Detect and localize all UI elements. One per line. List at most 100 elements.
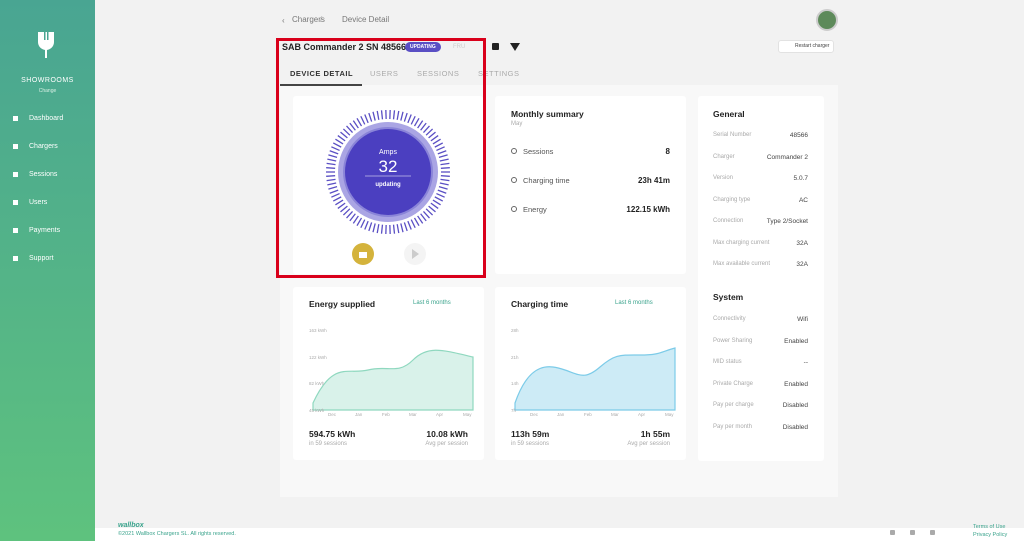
nav-item[interactable]: Chargers: [29, 143, 58, 150]
chart-card: Charging time Last 6 months 28h 21h 14h 7h Dec…: [495, 287, 686, 460]
restart-button[interactable]: [778, 40, 834, 53]
x-tick-label: Feb: [382, 412, 390, 417]
x-tick-label: Apr: [638, 412, 646, 417]
social-icon[interactable]: [890, 530, 895, 535]
nav-item[interactable]: Sessions: [29, 171, 58, 178]
tab[interactable]: SETTINGS: [478, 69, 520, 78]
social-icon[interactable]: [930, 530, 935, 535]
info-label: Charger: [713, 153, 735, 160]
info-value: Type 2/Socket: [766, 218, 808, 225]
copyright: ©2021 Wallbox Chargers SL. All rights re…: [118, 531, 236, 537]
footer-bar: [95, 528, 1024, 541]
wifi-icon: [510, 43, 520, 51]
avg-sub: Avg per session: [425, 441, 468, 447]
row-icon: [511, 206, 517, 212]
info-label: Charging type: [713, 196, 751, 203]
footer-link[interactable]: Privacy Policy: [973, 532, 1008, 538]
avg-value: 10.08 kWh: [426, 429, 468, 439]
lock-icon: [492, 43, 499, 50]
device-title: SAB Commander 2 SN 48566: [282, 42, 407, 52]
y-tick-label: 45 kWh: [309, 408, 325, 414]
info-value: Enabled: [784, 337, 808, 345]
y-tick-label: 163 kWh: [309, 328, 327, 333]
total-value: 594.75 kWh: [309, 429, 356, 439]
info-value: AC: [798, 196, 808, 204]
card-subtitle: May: [511, 121, 523, 127]
info-value: 5.0.7: [793, 175, 808, 182]
x-tick-label: Jan: [355, 412, 363, 417]
range-select[interactable]: Last 6 months: [615, 300, 653, 306]
info-value: 32A: [796, 261, 808, 268]
y-tick-label: 14h: [511, 381, 519, 387]
info-label: Pay per charge: [713, 402, 754, 408]
info-card: General Serial Number 48566 Charger Commande…: [698, 96, 824, 461]
avatar[interactable]: [816, 9, 838, 31]
gauge: [326, 110, 450, 265]
nav-item[interactable]: Users: [29, 199, 48, 206]
info-label: Pay per month: [713, 423, 753, 430]
tab[interactable]: SESSIONS: [417, 69, 460, 78]
x-tick-label: Jan: [557, 412, 565, 417]
area: [312, 349, 474, 411]
nav-item[interactable]: Support: [29, 255, 54, 262]
chart-card: Energy supplied Last 6 months 163 kWh 122 k…: [293, 287, 484, 460]
firmware-tag: FRU: [453, 44, 466, 50]
info-value: 32A: [796, 239, 808, 247]
tab[interactable]: USERS: [370, 69, 399, 78]
card-title: System: [713, 292, 744, 302]
range-select[interactable]: Last 6 months: [413, 300, 451, 306]
card-title: General: [713, 109, 745, 119]
footer-link[interactable]: Terms of Use: [973, 524, 1006, 530]
x-tick-label: Apr: [436, 412, 444, 417]
back-arrow[interactable]: ‹: [282, 16, 285, 25]
info-value: Enabled: [784, 380, 808, 388]
monthly-card: Monthly summary May Sessions 8 Charging time…: [495, 96, 686, 274]
social-icon[interactable]: [910, 530, 915, 535]
x-tick-label: Mar: [409, 412, 417, 417]
brand-sub[interactable]: Change: [38, 88, 57, 94]
info-label: Serial Number: [713, 132, 752, 138]
breadcrumb[interactable]: Chargers: [292, 15, 325, 24]
info-label: Connectivity: [713, 316, 746, 322]
info-value: --: [803, 359, 808, 366]
row-value: 23h 41m: [637, 176, 670, 185]
y-tick-label: 28h: [511, 328, 519, 333]
nav-item[interactable]: Dashboard: [29, 115, 64, 122]
nav-icon: [13, 256, 18, 261]
sidebar: SHOWROOMS Change Dashboard Chargers Sessio…: [0, 0, 95, 541]
nav-icon: [13, 200, 18, 205]
total-sub: in 59 sessions: [511, 441, 550, 447]
total-value: 113h 59m: [511, 429, 550, 439]
tab[interactable]: DEVICE DETAIL: [290, 69, 354, 78]
row-label: Sessions: [523, 147, 554, 156]
nav-icon: [13, 172, 18, 177]
y-tick-label: 82 kWh: [309, 381, 325, 387]
info-value: Disabled: [782, 423, 808, 431]
info-label: Private Charge: [713, 380, 754, 387]
x-tick-label: May: [463, 412, 472, 417]
chart: [312, 349, 474, 411]
info-label: Power Sharing: [713, 337, 753, 344]
nav-icon: [13, 144, 18, 149]
nav-item[interactable]: Payments: [29, 227, 61, 234]
logo: [38, 32, 54, 58]
chart-title: Charging time: [511, 299, 569, 309]
tab-underline: [280, 84, 362, 86]
info-label: Max charging current: [713, 239, 770, 246]
nav-icon: [13, 228, 18, 233]
footer-logo: wallbox: [118, 522, 144, 529]
x-tick-label: Dec: [530, 412, 539, 417]
info-label: Max available current: [713, 261, 771, 267]
row-icon: [511, 177, 517, 183]
y-tick-label: 7h: [511, 408, 517, 414]
gauge-status: updating: [375, 182, 401, 188]
info-value: Commander 2: [766, 153, 808, 161]
x-tick-label: Mar: [611, 412, 619, 417]
gauge-value: 32: [378, 157, 398, 176]
chart-title: Energy supplied: [309, 299, 376, 309]
gauge-card: Amps 32 updating: [293, 96, 483, 274]
row-label: Charging time: [523, 176, 570, 185]
row-value: 122.15 kWh: [626, 205, 670, 214]
gauge-label: Amps: [379, 149, 397, 156]
info-label: Version: [713, 175, 734, 181]
